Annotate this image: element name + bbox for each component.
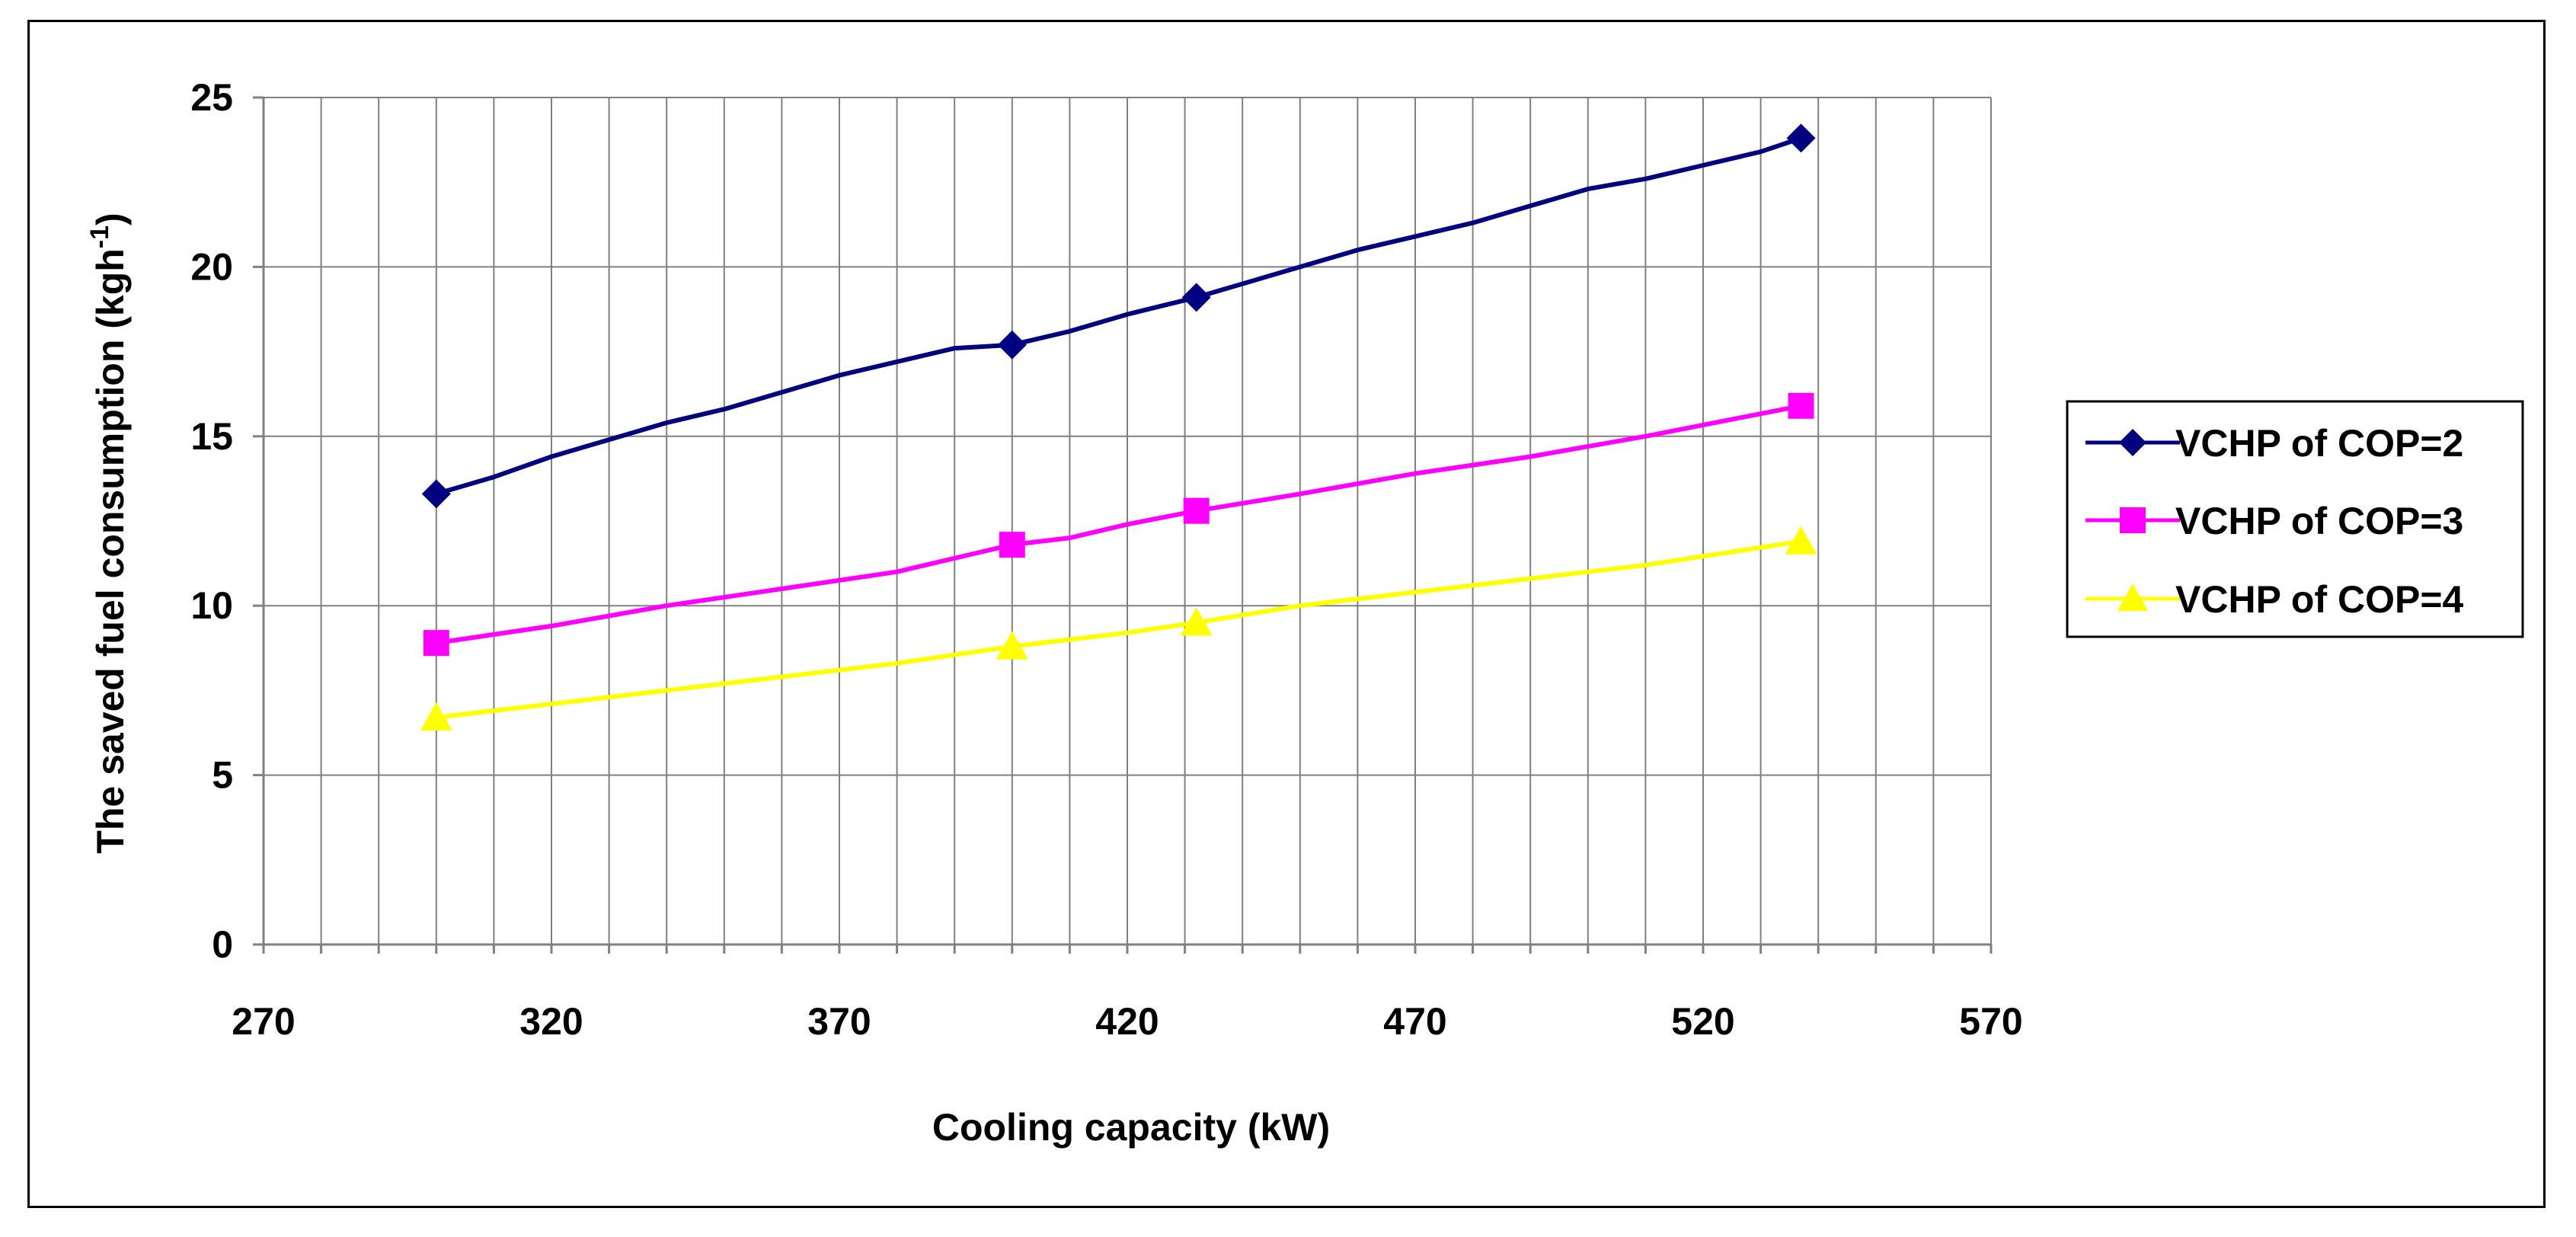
- x-axis-title: Cooling capacity (kW): [932, 1106, 1330, 1149]
- data-point-square: [999, 532, 1025, 558]
- data-point-diamond: [997, 330, 1027, 360]
- data-point-triangle: [1785, 526, 1817, 555]
- legend-marker-triangle-icon: [2117, 583, 2148, 611]
- data-point-square: [1788, 392, 1814, 419]
- y-tick-label: 5: [212, 754, 233, 797]
- series-line-2: [436, 403, 1802, 646]
- x-tick-label: 520: [1671, 1000, 1734, 1043]
- y-tick-label: 15: [190, 415, 233, 458]
- x-tick-label: 370: [807, 1000, 871, 1043]
- y-tick-label: 10: [190, 584, 233, 627]
- series-layer: [420, 123, 1817, 730]
- data-point-triangle: [420, 702, 452, 730]
- x-tick-label: 420: [1095, 1000, 1159, 1043]
- legend-entry-cop2: VCHP of COP=2: [2085, 422, 2463, 465]
- data-point-diamond: [421, 479, 451, 509]
- y-tick-label: 0: [212, 923, 233, 966]
- x-tick-label: 320: [519, 1000, 583, 1043]
- x-tick-label: 570: [1959, 1000, 2022, 1043]
- data-point-triangle: [996, 631, 1028, 660]
- x-tick-label: 470: [1383, 1000, 1446, 1043]
- y-axis-title: The saved fuel consumption (kgh-1): [85, 213, 132, 853]
- data-point-square: [1183, 497, 1210, 524]
- grid: [264, 97, 1992, 945]
- legend-label-cop2: VCHP of COP=2: [2175, 422, 2463, 465]
- legend-entry-cop3: VCHP of COP=3: [2085, 500, 2463, 542]
- y-tick-label: 25: [190, 76, 233, 119]
- data-point-triangle: [1180, 607, 1213, 636]
- legend-marker-square-icon: [2120, 507, 2146, 533]
- x-tick-label: 270: [232, 1000, 295, 1043]
- legend-entry-cop4: VCHP of COP=4: [2085, 578, 2464, 621]
- y-axis-title-close: ): [89, 213, 132, 225]
- y-tick-label: 20: [190, 245, 233, 288]
- y-axis-title-superscript: -1: [85, 225, 114, 248]
- y-axis-title-main: The saved fuel consumption (kgh: [89, 248, 132, 854]
- legend-marker-diamond-icon: [2119, 429, 2146, 456]
- legend: VCHP of COP=2 VCHP of COP=3 VCHP of COP=…: [2066, 400, 2524, 638]
- series-line-1: [435, 136, 1802, 497]
- labels: 0 5 10 15 20 25 270 320 370 420 470 520 570: [190, 76, 2022, 1043]
- series-line-3: [436, 539, 1801, 720]
- data-point-diamond: [1181, 283, 1211, 312]
- axes: [253, 96, 1993, 954]
- data-point-square: [423, 630, 449, 657]
- legend-label-cop4: VCHP of COP=4: [2175, 578, 2464, 621]
- chart-frame: [27, 20, 2546, 1208]
- legend-label-cop3: VCHP of COP=3: [2175, 500, 2463, 542]
- data-point-diamond: [1786, 123, 1816, 153]
